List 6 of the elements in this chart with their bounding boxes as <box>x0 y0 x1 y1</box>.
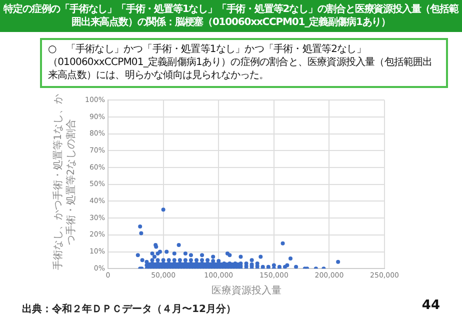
source-note: 出典：令和２年ＤＰＣデータ（４月〜12月分） <box>22 302 236 316</box>
text: 44 <box>422 298 440 313</box>
x-axis-title: 医療資源投入量 <box>211 284 282 297</box>
chart-subtitle: ○ 「手術なし」かつ「手術・処置等1なし」かつ「手術・処置等2なし」（010060xxCCPM01_定義副傷病1あり）の症例の割合と、医療資源投入量（包括範囲出来高点数）には、明らかな傾向は見られなかった。 <box>40 38 448 88</box>
y-axis-title: 手術なし、かつ手術・処置等1なし、かつ手術・処置等2なしの割合 <box>52 92 78 272</box>
chart-title: 特定の症例の「手術なし」「手術・処置等1なし」「手術・処置等2なし」の割合と医療資源投入量（包括範囲出来高点数）の関係：脳梗塞（010060xxCCPM01_定義副傷病1あり） <box>0 0 462 32</box>
